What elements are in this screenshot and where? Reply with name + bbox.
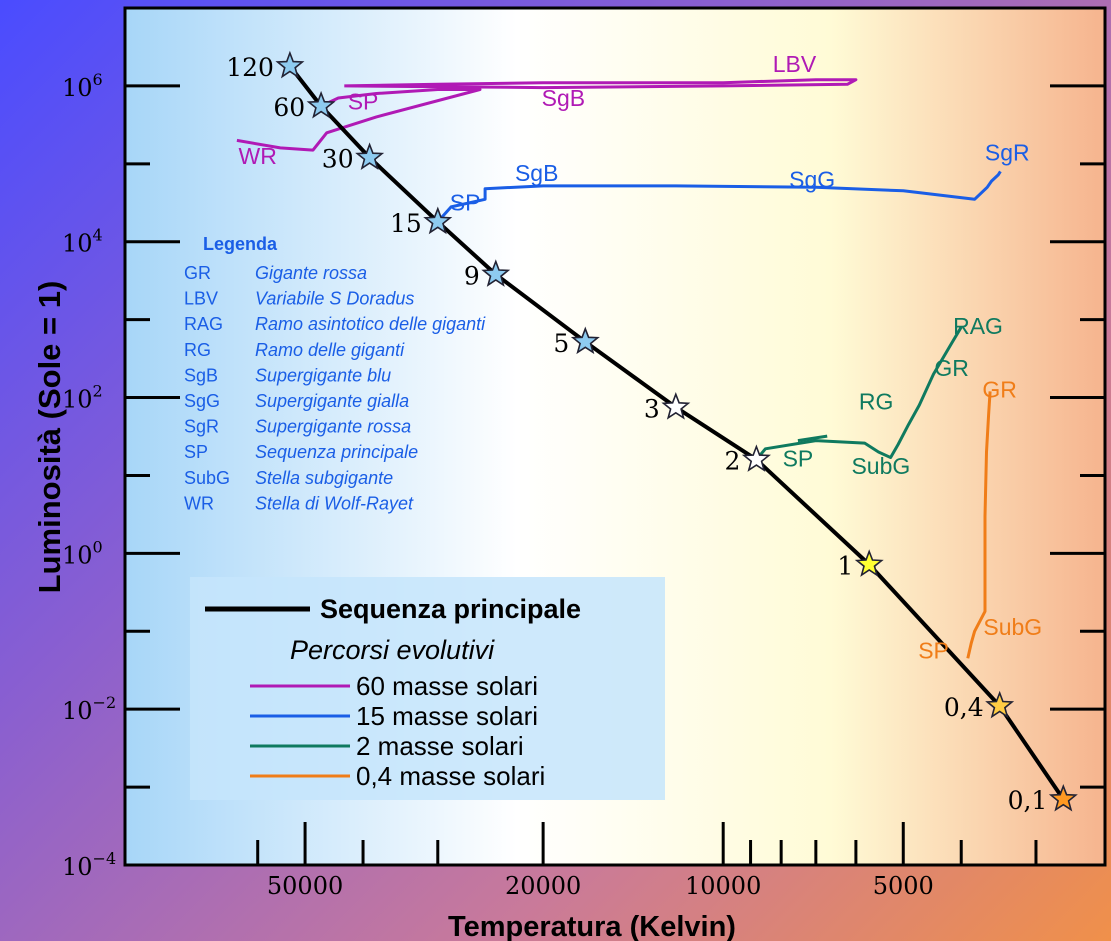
star-mass-label: 60 [273,93,305,122]
legend-desc: Gigante rossa [255,263,367,283]
star-marker [570,326,600,355]
star-mass-label: 30 [322,145,354,174]
track-path [236,88,482,152]
star-mass-label: 9 [464,261,480,290]
track-label: GR [934,355,969,381]
plot-frame [123,6,1107,867]
main-sequence-stars: 120 60 30 15 9 5 3 2 1 0,4 0,1 [226,50,1078,815]
star-mass-label: 0,4 [944,693,984,722]
x-tick-labels: 50000 20000 10000 5000 [267,872,934,900]
star-mass-label: 3 [644,394,660,423]
abbreviation-legend: Legenda GR Gigante rossa LBV Variabile S Dor… [184,234,486,513]
star-mass-label: 5 [553,329,569,358]
star-marker [985,690,1015,719]
y-tick-label: 10−4 [62,849,116,881]
track-label: SubG [851,453,910,479]
track-label: SP [348,88,379,114]
legend-title: Legenda [203,234,278,254]
track-path [344,78,858,90]
star-mass-label: 1 [837,551,853,580]
star-mass-label: 0,1 [1008,786,1048,815]
track-label: SgR [985,140,1030,166]
track-legend-label: 60 masse solari [356,671,538,701]
y-tick-label: 102 [62,382,103,414]
main-sequence-legend-label: Sequenza principale [320,594,581,624]
legend-desc: Sequenza principale [255,442,418,462]
star-marker [423,206,453,235]
legend-desc: Ramo delle giganti [255,340,405,360]
track-label: GR [982,377,1017,403]
legend-abbr: GR [184,263,211,283]
track-legend-label: 2 masse solari [356,731,524,761]
legend-abbr: RG [184,340,211,360]
track-label: SP [918,637,949,663]
track-legend: Sequenza principale Percorsi evolutivi 60 … [205,594,581,791]
x-tick-label: 50000 [267,872,343,900]
y-tick-labels: 10−4 10−2 100 102 104 106 [62,70,116,881]
legend-abbr: WR [184,493,214,513]
track-legend-label: 15 masse solari [356,701,538,731]
track-path [755,326,963,461]
track-path [436,170,1002,223]
axis-ticks [125,84,1105,867]
y-tick-label: 104 [62,226,103,258]
legend-desc: Stella subgigante [255,468,393,488]
legend-desc: Stella di Wolf-Rayet [255,493,414,513]
track-label: SgB [542,85,585,111]
legend-desc: Supergigante gialla [255,391,409,411]
x-tick-label: 10000 [685,872,761,900]
track-label: SgG [789,166,835,192]
star-mass-label: 15 [390,209,422,238]
track-label: RAG [953,313,1003,339]
star-marker [355,142,385,171]
tracks-legend-subtitle: Percorsi evolutivi [290,635,495,665]
y-tick-label: 100 [62,537,103,569]
track-labels: LBV SP SgB WR SgB SP SgG SgR RAG GR RG SP SubG GR SP Su… [239,51,1043,663]
legend-abbr: SgB [184,365,218,385]
star-marker [661,392,691,420]
track-label: SubG [983,614,1042,640]
y-tick-label: 10−2 [62,693,116,725]
track-path [797,434,828,443]
evolutionary-tracks [236,78,1002,659]
y-axis-label: Luminosità (Sole = 1) [32,281,67,594]
track-label: SP [783,446,814,472]
track-label: LBV [773,51,817,77]
star-mass-label: 2 [724,447,740,476]
legend-desc: Ramo asintotico delle giganti [255,314,486,334]
legend-abbr: SubG [184,468,230,488]
star-marker [741,444,771,472]
legend-abbr: RAG [184,314,223,334]
legend-desc: Supergigante rossa [255,417,411,437]
star-marker [481,259,511,287]
legend-desc: Supergigante blu [255,365,391,385]
legend-abbr: SgR [184,417,219,437]
track-label: RG [859,389,894,415]
track-label: SgB [515,160,558,186]
y-tick-label: 106 [62,70,103,102]
legend-desc: Variabile S Doradus [255,289,414,309]
track-legend-box [190,577,665,800]
track-legend-label: 0,4 masse solari [356,761,545,791]
track-label: SP [450,190,481,216]
star-marker [854,549,884,577]
track-label: WR [239,143,277,169]
star-marker [306,90,336,119]
star-mass-label: 120 [226,53,274,82]
x-axis-label: Temperatura (Kelvin) [448,911,736,941]
x-tick-label: 20000 [505,872,581,900]
legend-abbr: SP [184,442,208,462]
track-path [966,391,992,659]
star-marker [275,50,305,79]
legend-abbr: SgG [184,391,220,411]
x-tick-label: 5000 [873,872,934,900]
legend-abbr: LBV [184,289,218,309]
star-marker [1048,783,1078,812]
